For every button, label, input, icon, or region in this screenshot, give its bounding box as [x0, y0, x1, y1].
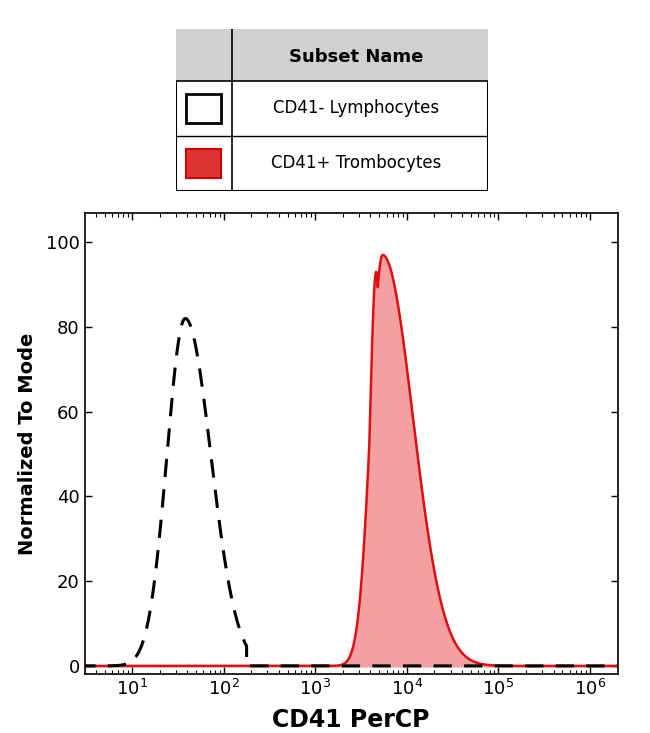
Y-axis label: Normalized To Mode: Normalized To Mode: [18, 332, 38, 555]
Bar: [176, 29, 488, 81]
X-axis label: CD41 PerCP: CD41 PerCP: [272, 707, 430, 732]
Bar: [187, 94, 221, 123]
Text: CD41+ Trombocytes: CD41+ Trombocytes: [271, 154, 441, 172]
Text: CD41- Lymphocytes: CD41- Lymphocytes: [274, 100, 439, 117]
Bar: [187, 149, 221, 177]
Text: Subset Name: Subset Name: [289, 48, 424, 66]
